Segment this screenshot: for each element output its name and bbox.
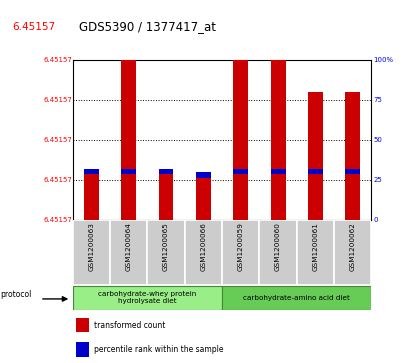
Text: 50: 50 <box>374 137 383 143</box>
Text: 75: 75 <box>374 97 383 103</box>
Text: 6.45157: 6.45157 <box>44 217 73 223</box>
Bar <box>222 220 259 285</box>
Text: carbohydrate-amino acid diet: carbohydrate-amino acid diet <box>243 295 350 301</box>
Text: GSM1200062: GSM1200062 <box>350 222 356 271</box>
Text: 6.45157: 6.45157 <box>12 22 56 32</box>
Bar <box>345 92 360 220</box>
Bar <box>84 169 99 175</box>
Text: 6.45157: 6.45157 <box>44 137 73 143</box>
Bar <box>297 220 334 285</box>
Bar <box>159 169 173 175</box>
Bar <box>76 342 89 357</box>
Bar <box>259 220 297 285</box>
Bar <box>159 172 173 220</box>
Text: GSM1200059: GSM1200059 <box>238 222 244 271</box>
Text: GSM1200064: GSM1200064 <box>126 222 132 271</box>
Text: carbohydrate-whey protein
hydrolysate diet: carbohydrate-whey protein hydrolysate di… <box>98 291 196 305</box>
Text: protocol: protocol <box>0 290 32 299</box>
Bar <box>76 318 89 333</box>
Bar <box>271 60 286 220</box>
Bar <box>84 172 99 220</box>
Text: GSM1200065: GSM1200065 <box>163 222 169 271</box>
Bar <box>233 169 248 175</box>
Text: 6.45157: 6.45157 <box>44 177 73 183</box>
Text: GSM1200066: GSM1200066 <box>200 222 206 271</box>
Bar <box>345 169 360 175</box>
Text: 0: 0 <box>374 217 378 223</box>
Bar <box>121 169 136 175</box>
Text: GSM1200060: GSM1200060 <box>275 222 281 271</box>
Bar <box>73 286 222 310</box>
Text: percentile rank within the sample: percentile rank within the sample <box>93 345 223 354</box>
Bar <box>196 172 211 178</box>
Bar <box>308 169 323 175</box>
Bar <box>222 286 371 310</box>
Bar <box>147 220 185 285</box>
Bar <box>271 169 286 175</box>
Text: 6.45157: 6.45157 <box>44 57 73 63</box>
Bar <box>233 60 248 220</box>
Text: GSM1200063: GSM1200063 <box>88 222 94 271</box>
Text: 25: 25 <box>374 177 382 183</box>
Bar <box>121 60 136 220</box>
Bar <box>110 220 147 285</box>
Text: GDS5390 / 1377417_at: GDS5390 / 1377417_at <box>79 20 216 33</box>
Text: 6.45157: 6.45157 <box>44 97 73 103</box>
Bar <box>308 92 323 220</box>
Bar <box>73 220 110 285</box>
Text: GSM1200061: GSM1200061 <box>312 222 318 271</box>
Bar <box>334 220 371 285</box>
Text: transformed count: transformed count <box>93 321 165 330</box>
Bar <box>196 175 211 220</box>
Bar <box>185 220 222 285</box>
Text: 100%: 100% <box>374 57 394 63</box>
